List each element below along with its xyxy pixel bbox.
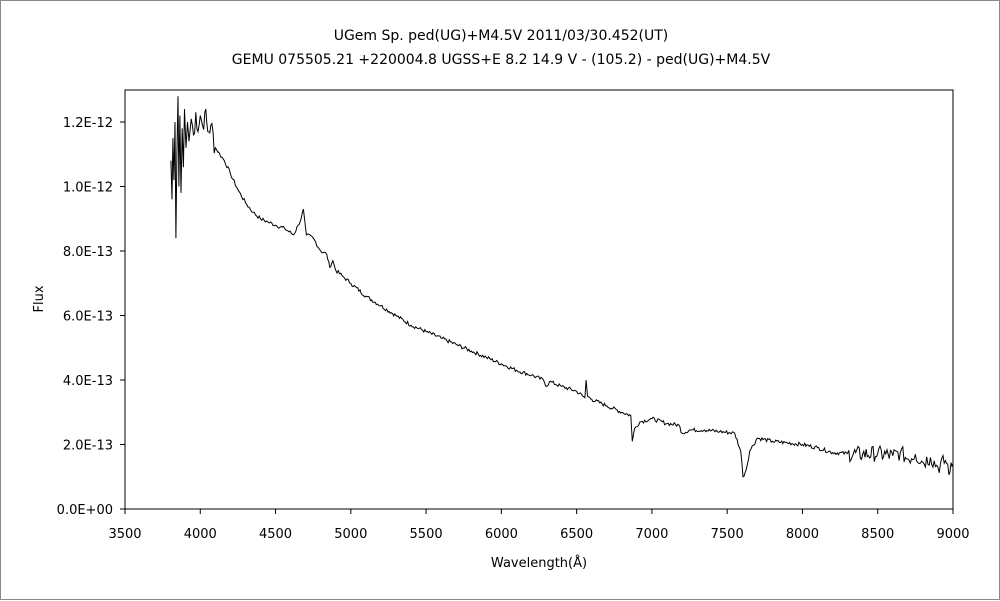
y-tick-label: 4.0E-13 bbox=[63, 374, 113, 389]
x-tick-label: 8500 bbox=[861, 527, 894, 542]
series-line-flux bbox=[170, 96, 954, 478]
x-tick-label: 3500 bbox=[108, 527, 141, 542]
y-tick-label: 8.0E-13 bbox=[63, 245, 113, 260]
x-tick-label: 5500 bbox=[410, 527, 443, 542]
x-tick-label: 7500 bbox=[711, 527, 744, 542]
plot-area bbox=[124, 89, 954, 510]
x-tick-label: 5000 bbox=[334, 527, 367, 542]
chart-subtitle: GEMU 075505.21 +220004.8 UGSS+E 8.2 14.9… bbox=[231, 52, 771, 68]
y-axis-label: Flux bbox=[32, 285, 47, 312]
y-tick-label: 2.0E-13 bbox=[63, 439, 113, 454]
y-tick-label: 1.2E-12 bbox=[63, 116, 113, 131]
x-tick-label: 4000 bbox=[184, 527, 217, 542]
y-tick-label: 0.0E+00 bbox=[57, 503, 113, 518]
x-tick-label: 6000 bbox=[485, 527, 518, 542]
x-axis-label: Wavelength(Å) bbox=[491, 555, 587, 571]
x-tick-label: 4500 bbox=[259, 527, 292, 542]
x-tick-label: 9000 bbox=[936, 527, 969, 542]
y-tick-label: 6.0E-13 bbox=[63, 310, 113, 325]
x-tick-label: 8000 bbox=[786, 527, 819, 542]
y-tick-label: 1.0E-12 bbox=[63, 181, 113, 196]
chart-title: UGem Sp. ped(UG)+M4.5V 2011/03/30.452(UT… bbox=[333, 28, 669, 44]
x-tick-label: 6500 bbox=[560, 527, 593, 542]
x-tick-label: 7000 bbox=[635, 527, 668, 542]
